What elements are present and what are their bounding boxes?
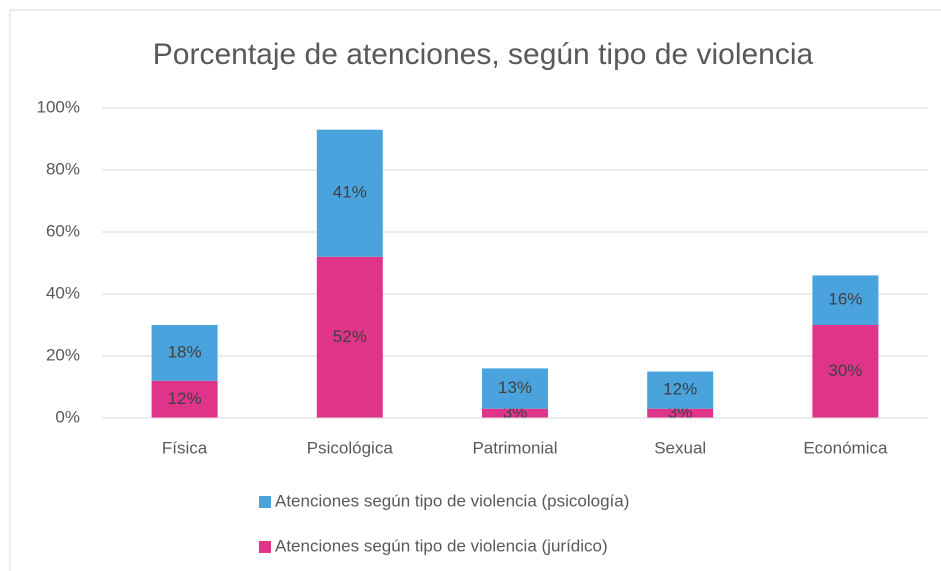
- data-label: 12%: [663, 380, 697, 399]
- bar-segment: [316, 256, 383, 418]
- y-tick-label: 0%: [55, 407, 80, 426]
- y-tick-label: 80%: [46, 159, 80, 178]
- bar-segment: [151, 325, 218, 381]
- x-tick-label: Económica: [803, 438, 888, 457]
- data-label: 52%: [333, 327, 367, 346]
- data-label: 16%: [828, 290, 862, 309]
- bar-segment: [647, 408, 714, 418]
- data-label: 13%: [498, 378, 532, 397]
- bar-segment: [647, 371, 714, 409]
- legend-label: Atenciones según tipo de violencia (psic…: [275, 491, 629, 510]
- bar-segment: [151, 380, 218, 418]
- legend-label: Atenciones según tipo de violencia (jurí…: [275, 536, 608, 555]
- data-label: 30%: [828, 361, 862, 380]
- chart-border: [9, 9, 941, 571]
- y-tick-label: 60%: [46, 221, 80, 240]
- bar-segment: [482, 368, 548, 409]
- y-tick-label: 40%: [46, 283, 80, 302]
- bar-segment: [482, 408, 548, 418]
- x-tick-label: Patrimonial: [472, 438, 557, 457]
- bar-segment: [812, 325, 879, 418]
- x-tick-label: Física: [162, 438, 208, 457]
- legend-swatch: [259, 496, 271, 508]
- legend-swatch: [259, 541, 271, 553]
- bar-segment: [316, 129, 383, 257]
- data-label: 18%: [168, 342, 202, 361]
- chart-title: Porcentaje de atenciones, según tipo de …: [153, 38, 814, 71]
- data-label: 12%: [168, 389, 202, 408]
- x-tick-label: Psicológica: [307, 438, 394, 457]
- y-tick-label: 20%: [46, 345, 80, 364]
- x-tick-label: Sexual: [654, 438, 706, 457]
- y-tick-label: 100%: [37, 97, 80, 116]
- data-label: 41%: [333, 183, 367, 202]
- bar-segment: [812, 275, 879, 325]
